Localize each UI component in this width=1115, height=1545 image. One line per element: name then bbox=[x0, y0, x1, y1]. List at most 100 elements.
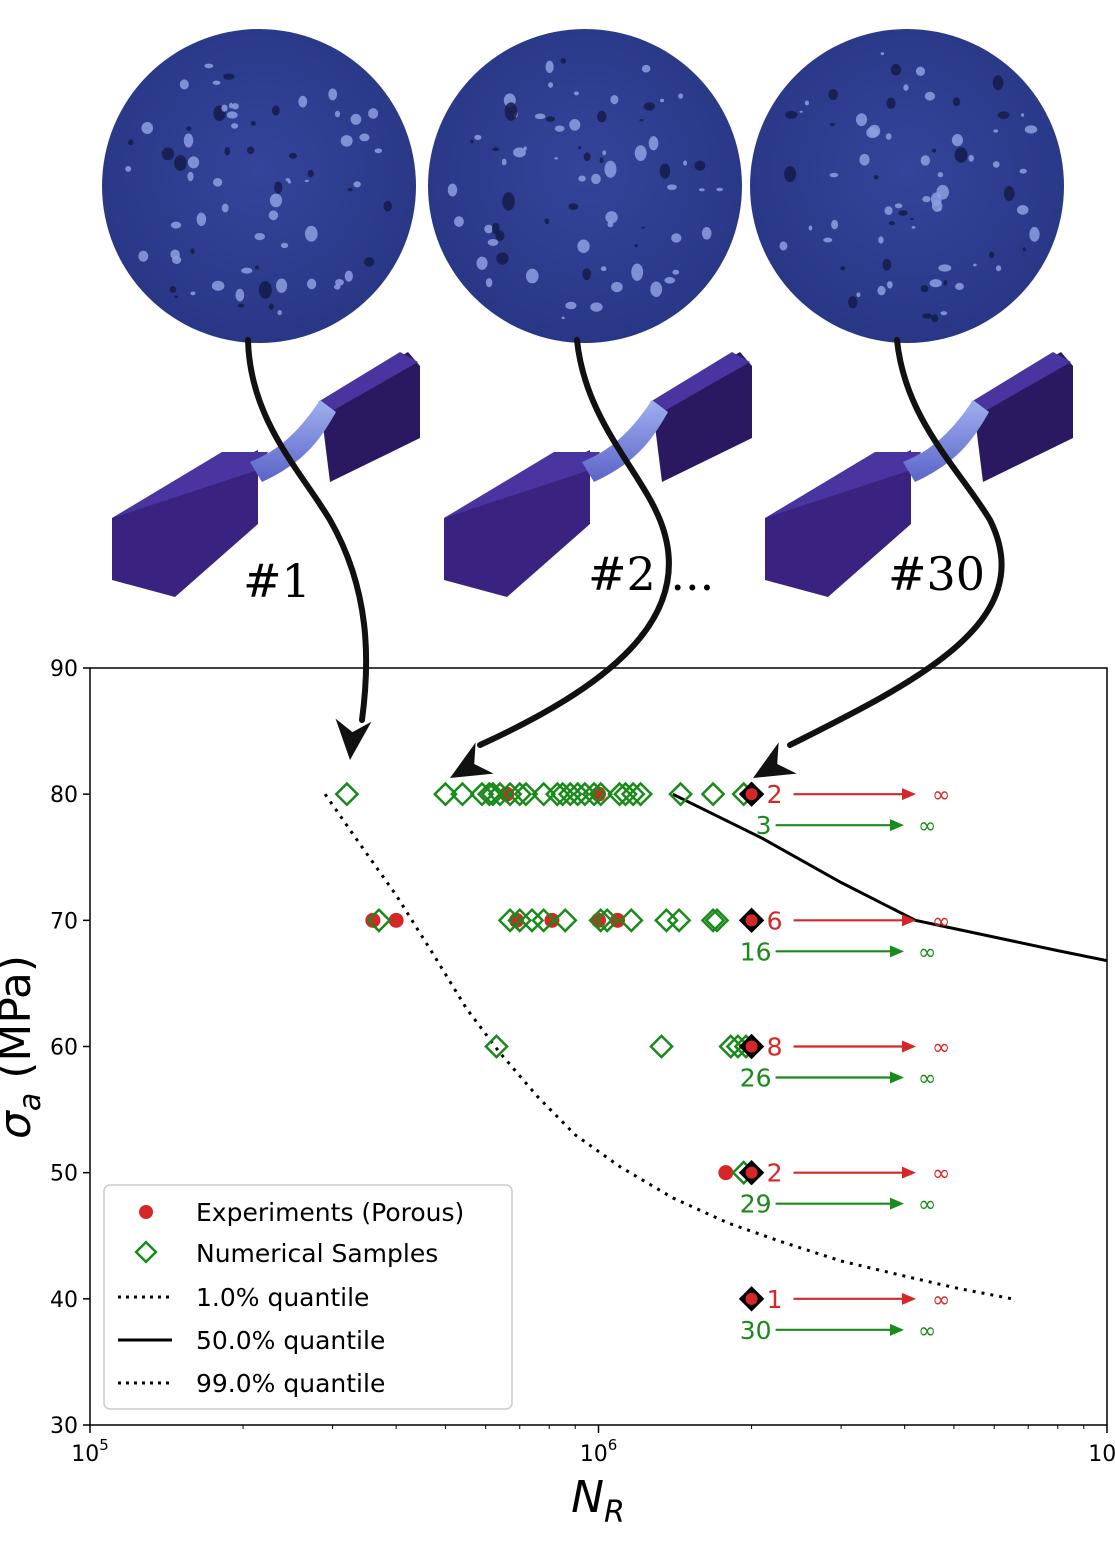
numerical-point bbox=[666, 907, 692, 933]
specimen-gauge bbox=[903, 400, 989, 482]
pore bbox=[831, 219, 839, 230]
numerical-point bbox=[628, 781, 653, 807]
runout-count-experiments: 1 bbox=[767, 1285, 783, 1314]
pore bbox=[830, 122, 835, 127]
pore bbox=[578, 175, 586, 182]
pore bbox=[285, 178, 291, 182]
pointer-arrows bbox=[245, 337, 1005, 778]
pore bbox=[877, 285, 886, 296]
pore bbox=[561, 316, 565, 320]
numerical-point bbox=[594, 907, 620, 933]
pore bbox=[884, 206, 893, 215]
pore bbox=[501, 158, 507, 166]
pore bbox=[992, 161, 1000, 168]
pore bbox=[334, 110, 341, 118]
pore bbox=[915, 66, 926, 77]
pore bbox=[1003, 186, 1015, 202]
pointer-arrow-head bbox=[335, 718, 372, 760]
numerical-point bbox=[507, 781, 533, 807]
specimen-right-side bbox=[652, 352, 752, 482]
pore bbox=[597, 110, 607, 123]
infinity-label: ∞ bbox=[932, 783, 950, 808]
runout-arrow-head bbox=[890, 1323, 904, 1336]
pore bbox=[169, 285, 177, 294]
legend-label: 1.0% quantile bbox=[196, 1283, 369, 1312]
pore bbox=[894, 203, 903, 209]
pore bbox=[476, 256, 488, 270]
pore bbox=[246, 146, 255, 155]
pore bbox=[223, 73, 235, 80]
pore bbox=[829, 172, 839, 178]
pore bbox=[183, 133, 194, 148]
runout-arrow-head bbox=[902, 914, 916, 927]
pore bbox=[659, 163, 671, 179]
pore bbox=[187, 156, 200, 169]
pore bbox=[212, 178, 223, 187]
specimen-right-side bbox=[320, 352, 420, 482]
pore bbox=[1020, 113, 1025, 117]
pore bbox=[545, 60, 554, 74]
numerical-point bbox=[366, 907, 392, 933]
pore bbox=[583, 152, 591, 162]
pore bbox=[1019, 168, 1027, 174]
specimen-gauge bbox=[250, 400, 336, 482]
pore bbox=[922, 313, 933, 319]
pore bbox=[599, 157, 604, 164]
numerical-point bbox=[704, 907, 730, 933]
pore bbox=[929, 279, 942, 288]
pore bbox=[350, 113, 362, 125]
pore bbox=[496, 252, 509, 265]
pore bbox=[888, 221, 895, 226]
pore bbox=[161, 147, 175, 161]
pore bbox=[650, 281, 663, 298]
pointer-arrow-head bbox=[450, 742, 494, 778]
sample-label-1: #1 bbox=[243, 554, 311, 608]
pore bbox=[190, 291, 196, 296]
pore bbox=[271, 105, 280, 116]
pore bbox=[241, 267, 253, 274]
runout-count-experiments: 6 bbox=[767, 906, 783, 935]
pore bbox=[231, 103, 239, 110]
pore bbox=[298, 95, 308, 108]
pore bbox=[1016, 205, 1029, 215]
pore bbox=[952, 97, 961, 107]
pore bbox=[231, 123, 239, 129]
pore bbox=[268, 210, 279, 221]
x-axis-title: NR bbox=[571, 1472, 625, 1530]
pore bbox=[602, 150, 607, 156]
numerical-point bbox=[450, 781, 475, 807]
specimen-right-top bbox=[318, 352, 418, 410]
pore bbox=[447, 183, 458, 197]
pore bbox=[504, 102, 518, 121]
pore bbox=[226, 111, 238, 119]
x-tick-label: 106 bbox=[580, 1436, 618, 1467]
runout-arrow-head bbox=[890, 819, 904, 832]
numerical-point bbox=[725, 1034, 751, 1059]
pore bbox=[125, 165, 132, 172]
pore bbox=[487, 239, 499, 246]
pore bbox=[672, 269, 680, 275]
numerical-point bbox=[668, 781, 693, 807]
pore bbox=[931, 148, 937, 153]
pore bbox=[804, 100, 810, 106]
pointer-arrow-curve bbox=[477, 337, 672, 748]
pore bbox=[224, 146, 231, 156]
legend-label: 99.0% quantile bbox=[196, 1369, 385, 1398]
porosity-disc-1 bbox=[102, 29, 416, 343]
pore bbox=[534, 113, 546, 120]
pore bbox=[943, 280, 948, 286]
numerical-point bbox=[613, 781, 638, 807]
pore bbox=[554, 157, 559, 160]
pore bbox=[937, 172, 944, 178]
pore bbox=[890, 63, 902, 76]
pore bbox=[973, 263, 977, 267]
runout-marker-center bbox=[745, 788, 758, 801]
pore bbox=[993, 129, 999, 133]
numerical-point bbox=[550, 781, 575, 807]
pore bbox=[605, 211, 618, 224]
pore bbox=[554, 125, 565, 132]
pore bbox=[221, 104, 228, 112]
pore bbox=[954, 147, 968, 163]
y-tick-label: 30 bbox=[50, 1414, 78, 1439]
